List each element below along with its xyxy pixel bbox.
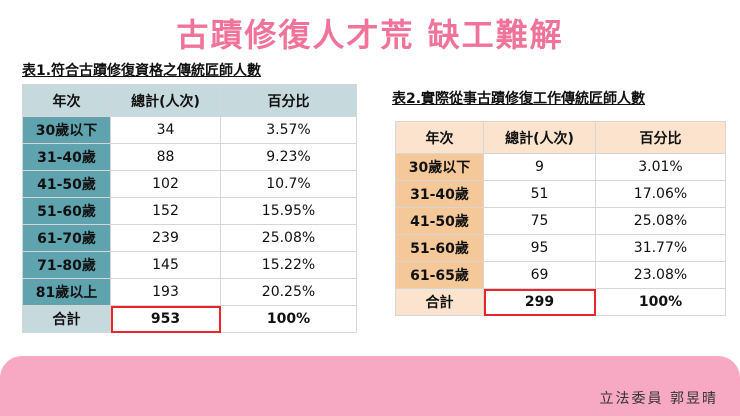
table2-total-count: 299 bbox=[483, 288, 596, 316]
table-row: 31-40歲 51 17.06% bbox=[395, 180, 726, 208]
table2-title: 表2.實際從事古蹟修復工作傳統匠師人數 bbox=[392, 91, 646, 107]
table2-age-label: 51-60歲 bbox=[395, 234, 484, 262]
table-row: 61-65歲 69 23.08% bbox=[395, 261, 726, 289]
table-row: 30歲以下 9 3.01% bbox=[395, 153, 726, 181]
table2-age-label: 30歲以下 bbox=[395, 153, 484, 181]
table2-age-label: 41-50歲 bbox=[395, 207, 484, 235]
table2-count: 9 bbox=[483, 153, 596, 181]
table1-header-percent: 百分比 bbox=[220, 84, 357, 117]
table1-age-label: 81歲以上 bbox=[22, 278, 111, 306]
table1-header-age: 年次 bbox=[22, 84, 111, 117]
table2-percent: 3.01% bbox=[595, 153, 726, 181]
table1-percent: 20.25% bbox=[220, 278, 357, 306]
table-row: 41-50歲 102 10.7% bbox=[22, 170, 357, 198]
table1-total-row: 合計 953 100% bbox=[22, 305, 357, 333]
table2-count: 95 bbox=[483, 234, 596, 262]
table1-percent: 10.7% bbox=[220, 170, 357, 198]
table-row: 51-60歲 152 15.95% bbox=[22, 197, 357, 225]
table1-header-row: 年次 總計(人次) 百分比 bbox=[22, 84, 357, 117]
table-row: 30歲以下 34 3.57% bbox=[22, 116, 357, 144]
table1-count: 145 bbox=[110, 251, 221, 279]
table2-percent: 31.77% bbox=[595, 234, 726, 262]
table1-age-label: 30歲以下 bbox=[22, 116, 111, 144]
table1-percent: 9.23% bbox=[220, 143, 357, 171]
table1-count: 88 bbox=[110, 143, 221, 171]
table1-count: 102 bbox=[110, 170, 221, 198]
table1-age-label: 51-60歲 bbox=[22, 197, 111, 225]
table1-total-percent: 100% bbox=[220, 305, 357, 333]
table1-percent: 15.22% bbox=[220, 251, 357, 279]
table1-percent: 3.57% bbox=[220, 116, 357, 144]
table2-percent: 25.08% bbox=[595, 207, 726, 235]
table2-age-label: 31-40歲 bbox=[395, 180, 484, 208]
table-row: 31-40歲 88 9.23% bbox=[22, 143, 357, 171]
table1-header-count: 總計(人次) bbox=[110, 84, 221, 117]
table1-count: 34 bbox=[110, 116, 221, 144]
table2-header-percent: 百分比 bbox=[595, 121, 726, 154]
footer-band bbox=[0, 356, 740, 416]
table1-total-count: 953 bbox=[110, 305, 221, 333]
table1-title: 表1.符合古蹟修復資格之傳統匠師人數 bbox=[22, 63, 262, 79]
table1-count: 152 bbox=[110, 197, 221, 225]
table-row: 41-50歲 75 25.08% bbox=[395, 207, 726, 235]
table2-age-label: 61-65歲 bbox=[395, 261, 484, 289]
table1-percent: 25.08% bbox=[220, 224, 357, 252]
table2-header-row: 年次 總計(人次) 百分比 bbox=[395, 121, 726, 154]
table1-age-label: 71-80歲 bbox=[22, 251, 111, 279]
table1-age-label: 31-40歲 bbox=[22, 143, 111, 171]
table2-header-age: 年次 bbox=[395, 121, 484, 154]
page-title: 古蹟修復人才荒 缺工難解 bbox=[176, 16, 564, 54]
table1-age-label: 61-70歲 bbox=[22, 224, 111, 252]
table1-age-label: 41-50歲 bbox=[22, 170, 111, 198]
table2-percent: 23.08% bbox=[595, 261, 726, 289]
signature: 立法委員 郭昱晴 bbox=[599, 391, 718, 407]
table-row: 81歲以上 193 20.25% bbox=[22, 278, 357, 306]
table-row: 61-70歲 239 25.08% bbox=[22, 224, 357, 252]
table2-total-label: 合計 bbox=[395, 288, 484, 316]
table2-count: 69 bbox=[483, 261, 596, 289]
table1: 年次 總計(人次) 百分比 30歲以下 34 3.57% 31-40歲 88 9… bbox=[22, 84, 357, 333]
table2-header-count: 總計(人次) bbox=[483, 121, 596, 154]
table-row: 71-80歲 145 15.22% bbox=[22, 251, 357, 279]
table2-total-row: 合計 299 100% bbox=[395, 288, 726, 316]
table2-count: 51 bbox=[483, 180, 596, 208]
table-row: 51-60歲 95 31.77% bbox=[395, 234, 726, 262]
table2-percent: 17.06% bbox=[595, 180, 726, 208]
table1-percent: 15.95% bbox=[220, 197, 357, 225]
table1-count: 239 bbox=[110, 224, 221, 252]
table2-total-percent: 100% bbox=[595, 288, 726, 316]
table2: 年次 總計(人次) 百分比 30歲以下 9 3.01% 31-40歲 51 17… bbox=[395, 121, 726, 316]
table1-count: 193 bbox=[110, 278, 221, 306]
table1-total-label: 合計 bbox=[22, 305, 111, 333]
table2-count: 75 bbox=[483, 207, 596, 235]
